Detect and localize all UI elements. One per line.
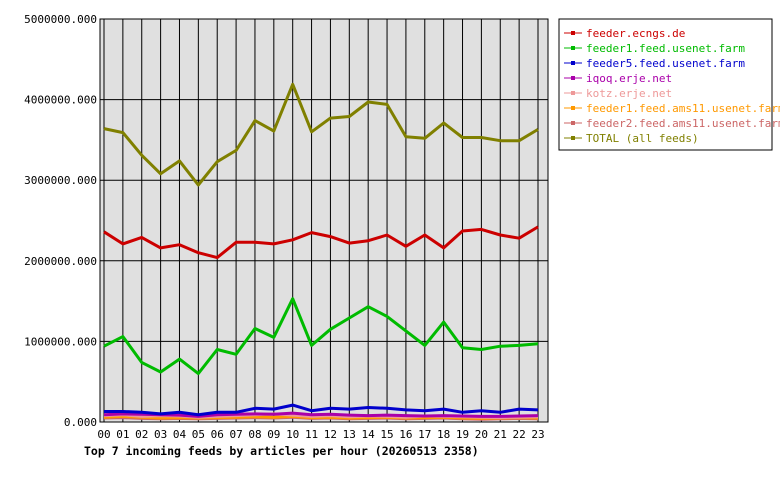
legend-swatch-marker [571,76,575,80]
series-line-7 [103,82,539,187]
x-tick-label: 04 [173,428,187,441]
legend-swatch-marker [571,136,575,140]
y-tick-label: 5000000.000 [24,13,97,26]
y-tick-label: 3000000.000 [24,174,97,187]
x-tick-label: 02 [135,428,148,441]
legend-entry-label: feeder1.feed.ams11.usenet.farm [586,102,780,115]
x-tick-label: 00 [97,428,110,441]
y-tick-label: 2000000.000 [24,255,97,268]
x-tick-label: 06 [211,428,224,441]
x-tick-label: 23 [531,428,544,441]
legend-entry-label: feeder1.feed.usenet.farm [586,42,745,55]
x-tick-label: 18 [437,428,450,441]
x-tick-label: 13 [343,428,356,441]
legend-swatch-marker [571,121,575,125]
legend-entry-label: feeder5.feed.usenet.farm [586,57,745,70]
legend-entry-label: TOTAL (all feeds) [586,132,699,145]
x-axis-ticks: 00 01 02 03 04 05 06 07 08 09 10 11 12 13 14 15 16 17 18 19… [97,428,544,441]
series-line-0 [103,225,539,260]
legend-box [558,18,773,151]
legend-swatch-marker [571,91,575,95]
x-tick-label: 22 [513,428,526,441]
x-tick-label: 12 [324,428,337,441]
legend-items: feeder.ecngs.de feeder1.feed.usenet.farm f… [564,27,780,145]
legend-entry-label: iqoq.erje.net [586,72,672,85]
x-tick-label: 01 [116,428,129,441]
legend-swatch-marker [571,61,575,65]
x-tick-label: 19 [456,428,469,441]
legend-swatch-marker [571,31,575,35]
legend-entry-label: feeder2.feed.ams11.usenet.farm [586,117,780,130]
x-tick-label: 21 [494,428,507,441]
legend-swatch-marker [571,106,575,110]
x-tick-label: 08 [248,428,261,441]
x-tick-label: 09 [267,428,280,441]
legend-entry-label: feeder.ecngs.de [586,27,685,40]
series-lines [103,82,539,421]
x-tick-label: 03 [154,428,167,441]
x-tick-label: 11 [305,428,318,441]
x-tick-label: 14 [362,428,376,441]
legend-entry-label: kotz.erje.net [586,87,672,100]
series-line-1 [103,297,539,376]
legend-swatch-marker [571,46,575,50]
x-tick-label: 17 [418,428,431,441]
plot-background [100,19,548,422]
x-tick-label: 15 [380,428,393,441]
x-tick-label: 16 [399,428,412,441]
y-tick-label: 4000000.000 [24,94,97,107]
plot-border [99,18,549,423]
legend: feeder.ecngs.de feeder1.feed.usenet.farm f… [558,18,780,151]
chart-title: Top 7 incoming feeds by articles per hou… [84,444,479,458]
x-tick-label: 07 [229,428,242,441]
series-line-3 [103,411,539,418]
x-tick-label: 10 [286,428,299,441]
x-tick-label: 05 [192,428,205,441]
y-tick-label: 1000000.000 [24,335,97,348]
y-axis-ticks: 0.000 1000000.000 2000000.000 3000000.000 40… [24,13,97,429]
y-tick-label: 0.000 [64,416,97,429]
x-tick-label: 20 [475,428,488,441]
series-line-2 [104,403,539,417]
